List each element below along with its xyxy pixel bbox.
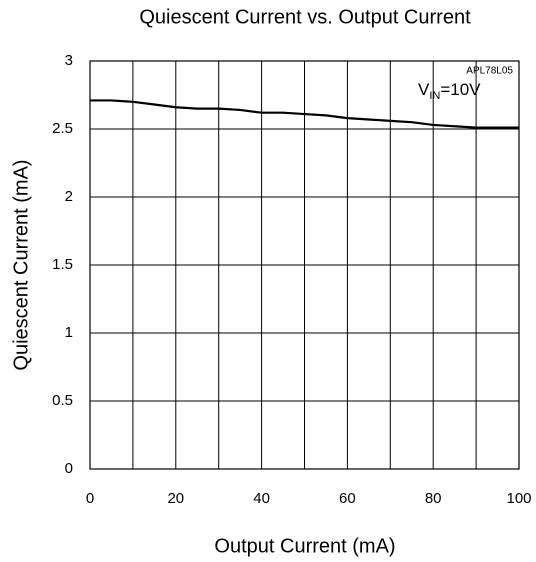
- y-tick-label: 2: [65, 188, 73, 205]
- y-tick-label: 2.5: [52, 120, 73, 137]
- x-tick-label: 20: [167, 490, 184, 507]
- chart-title: Quiescent Current vs. Output Current: [139, 6, 471, 28]
- condition-rest: =10V: [440, 80, 481, 99]
- condition: VIN=10V: [418, 80, 481, 101]
- y-tick-label: 0: [65, 460, 73, 477]
- x-tick-label: 80: [425, 490, 442, 507]
- x-tick-label: 60: [339, 490, 356, 507]
- y-tick-label: 0.5: [52, 392, 73, 409]
- x-tick-label: 100: [506, 490, 531, 507]
- condition-sub: IN: [429, 90, 440, 102]
- x-axis-label: Output Current (mA): [214, 535, 395, 557]
- y-axis-label: Quiescent Current (mA): [10, 159, 32, 370]
- annotation: APL78L05: [466, 66, 513, 77]
- y-tick-label: 3: [65, 52, 73, 69]
- plot-frame: [89, 60, 520, 470]
- condition-main: V: [418, 80, 430, 99]
- y-tick-label: 1.5: [52, 256, 73, 273]
- x-tick-label: 0: [86, 490, 94, 507]
- x-tick-label: 40: [253, 490, 270, 507]
- data-line: [90, 99, 519, 129]
- y-tick-label: 1: [65, 324, 73, 341]
